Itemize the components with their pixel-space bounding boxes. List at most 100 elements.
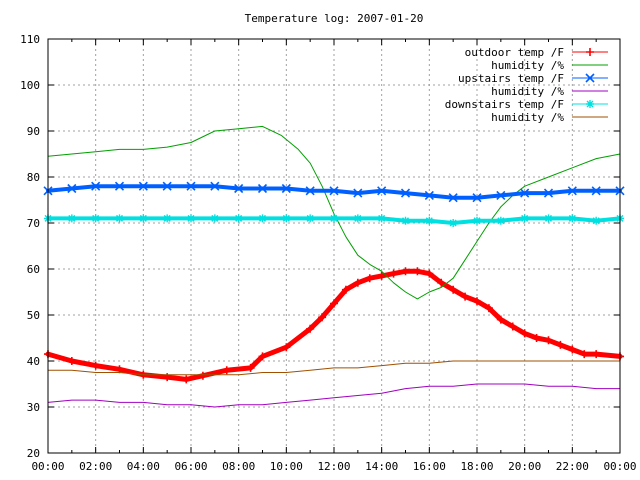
series-point bbox=[472, 193, 482, 203]
x-tick-label: 10:00 bbox=[270, 460, 303, 473]
x-tick-label: 00:00 bbox=[31, 460, 64, 473]
legend-marker bbox=[586, 100, 594, 108]
series-point bbox=[496, 315, 505, 324]
y-tick-label: 40 bbox=[27, 355, 40, 368]
series-point bbox=[568, 214, 577, 223]
series-point bbox=[484, 304, 493, 313]
series-point bbox=[258, 352, 267, 361]
series-point bbox=[567, 186, 577, 196]
series-point bbox=[222, 366, 231, 375]
series-point bbox=[282, 343, 291, 352]
series-point bbox=[425, 269, 434, 278]
series-line bbox=[47, 360, 621, 376]
series-point bbox=[306, 324, 315, 333]
series-point bbox=[234, 214, 243, 223]
series-point bbox=[91, 214, 100, 223]
series-point bbox=[305, 186, 315, 196]
series-point bbox=[401, 216, 410, 225]
series-point bbox=[449, 219, 458, 227]
series-point bbox=[413, 267, 422, 276]
y-tick-label: 60 bbox=[27, 263, 40, 276]
series-2 bbox=[47, 125, 621, 300]
series-point bbox=[437, 278, 446, 287]
x-tick-label: 20:00 bbox=[508, 460, 541, 473]
x-tick-label: 04:00 bbox=[127, 460, 160, 473]
series-point bbox=[377, 214, 386, 223]
x-tick-label: 02:00 bbox=[79, 460, 112, 473]
y-tick-label: 100 bbox=[20, 79, 40, 92]
series-point bbox=[282, 214, 291, 223]
x-tick-label: 22:00 bbox=[556, 460, 589, 473]
series-point bbox=[449, 285, 458, 294]
series-lines bbox=[43, 125, 625, 408]
chart-title: Temperature log: 2007-01-20 bbox=[245, 12, 424, 25]
series-point bbox=[91, 361, 100, 370]
y-tick-label: 70 bbox=[27, 217, 40, 230]
series-point bbox=[67, 357, 76, 365]
series-point bbox=[508, 322, 517, 331]
axes: 20 30 40 50 60 70 80 90 100 110 00:00 02:00 04:00 06:… bbox=[20, 33, 636, 473]
series-point bbox=[543, 188, 554, 198]
series-point bbox=[377, 271, 386, 280]
series-point bbox=[520, 329, 529, 338]
legend-marker bbox=[585, 73, 595, 83]
series-point bbox=[520, 214, 529, 223]
series-point bbox=[114, 181, 125, 191]
series-point bbox=[461, 292, 470, 301]
series-point bbox=[187, 214, 195, 223]
y-tick-label: 80 bbox=[27, 171, 40, 184]
series-point bbox=[496, 190, 506, 200]
series-point bbox=[318, 313, 327, 322]
y-tick-label: 50 bbox=[27, 309, 40, 322]
series-1 bbox=[44, 267, 624, 384]
series-point bbox=[592, 350, 601, 359]
series-point bbox=[138, 181, 148, 191]
series-point bbox=[246, 363, 255, 372]
series-point bbox=[67, 214, 76, 223]
series-point bbox=[353, 214, 362, 223]
series-point bbox=[330, 214, 338, 223]
series-4 bbox=[47, 383, 621, 408]
series-point bbox=[91, 181, 101, 191]
series-point bbox=[365, 274, 374, 283]
series-point bbox=[377, 186, 387, 196]
series-point bbox=[556, 340, 565, 349]
series-point bbox=[544, 336, 553, 345]
series-point bbox=[234, 183, 244, 194]
series-point bbox=[353, 278, 362, 287]
series-point bbox=[591, 186, 601, 196]
series-point bbox=[520, 188, 530, 198]
series-point bbox=[580, 350, 589, 359]
x-tick-label: 14:00 bbox=[365, 460, 398, 473]
series-point bbox=[139, 214, 148, 223]
series-point bbox=[162, 181, 172, 191]
series-point bbox=[330, 299, 338, 308]
x-tick-label: 08:00 bbox=[222, 460, 255, 473]
series-point bbox=[186, 181, 196, 191]
series-point bbox=[163, 214, 172, 223]
series-point bbox=[401, 267, 410, 276]
y-tick-label: 30 bbox=[27, 401, 40, 414]
x-tick-label: 18:00 bbox=[460, 460, 493, 473]
series-point bbox=[544, 214, 553, 223]
series-point bbox=[67, 183, 77, 194]
x-tick-label: 16:00 bbox=[413, 460, 446, 473]
series-point bbox=[115, 365, 124, 374]
y-tick-label: 20 bbox=[27, 447, 40, 460]
series-point bbox=[115, 214, 124, 223]
legend-label: downstairs temp /F bbox=[445, 98, 564, 111]
legend-label: humidity /% bbox=[491, 111, 564, 124]
series-point bbox=[258, 214, 267, 223]
series-point bbox=[210, 181, 220, 191]
series-point bbox=[448, 193, 458, 203]
series-point bbox=[532, 334, 541, 342]
series-point bbox=[425, 216, 434, 225]
series-point bbox=[353, 188, 363, 198]
series-point bbox=[182, 375, 191, 384]
series-point bbox=[568, 345, 577, 354]
series-line bbox=[47, 125, 621, 300]
x-tick-label: 12:00 bbox=[317, 460, 350, 473]
x-tick-label: 06:00 bbox=[174, 460, 207, 473]
